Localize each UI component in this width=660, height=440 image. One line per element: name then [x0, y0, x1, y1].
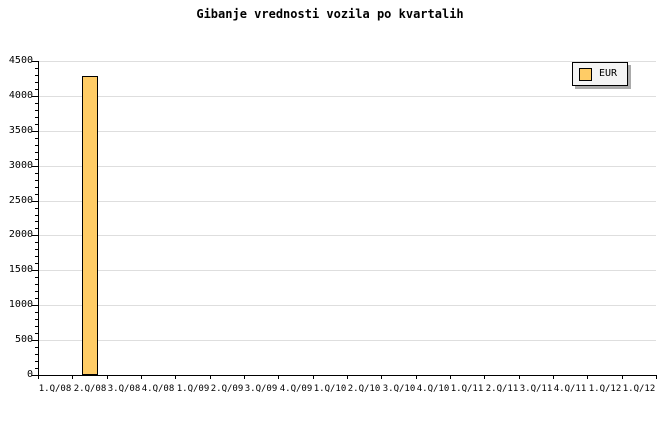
bar-EUR-2.Q/08: [82, 76, 98, 375]
y-axis-label: 3500: [8, 125, 33, 136]
x-axis-label: 2.Q/08: [73, 384, 107, 394]
y-axis-label: 4000: [8, 90, 33, 101]
x-axis-label: 1.Q/11: [450, 384, 484, 394]
legend-swatch-eur: [579, 67, 592, 81]
chart-title: Gibanje vrednosti vozila po kvartalih: [196, 7, 464, 21]
y-axis-label: 1000: [8, 299, 33, 310]
x-axis-label: 2.Q/10: [347, 384, 381, 394]
y-axis-label: 1500: [8, 264, 33, 275]
y-axis-label: 500: [14, 334, 33, 345]
x-axis-label: 4.Q/08: [141, 384, 175, 394]
y-axis-label: 2000: [8, 229, 33, 240]
y-axis-label: 0: [26, 369, 33, 380]
x-axis-label: 1.Q/08: [38, 384, 72, 394]
x-axis-label: 3.Q/10: [382, 384, 416, 394]
y-axis-label: 2500: [8, 195, 33, 206]
x-axis-label: 2.Q/11: [485, 384, 519, 394]
x-axis-label: 4.Q/09: [279, 384, 313, 394]
legend-label: EUR: [599, 68, 618, 79]
x-axis-label: 1.Q/09: [176, 384, 210, 394]
x-axis-label: 2.Q/09: [210, 384, 244, 394]
x-axis-label: 1.Q/12: [622, 384, 656, 394]
x-axis-label: 1.Q/12: [588, 384, 622, 394]
x-axis-label: 4.Q/10: [416, 384, 450, 394]
x-axis-label: 4.Q/11: [553, 384, 587, 394]
x-axis-label: 3.Q/11: [519, 384, 553, 394]
x-axis-label: 3.Q/08: [107, 384, 141, 394]
x-axis-label: 1.Q/10: [313, 384, 347, 394]
legend: EUR: [572, 62, 628, 86]
y-axis-label: 4500: [8, 55, 33, 66]
x-axis-label: 3.Q/09: [244, 384, 278, 394]
y-axis-label: 3000: [8, 160, 33, 171]
